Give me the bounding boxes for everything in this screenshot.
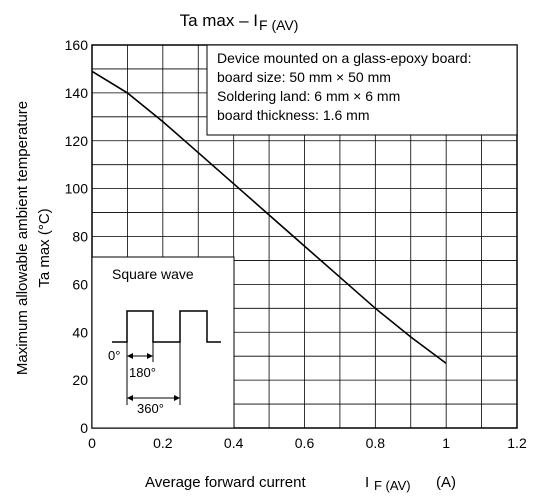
y-axis-label-line2: Ta max (°C) xyxy=(36,208,53,287)
annotation-line-2: board size: 50 mm × 50 mm xyxy=(217,69,391,85)
inset-title: Square wave xyxy=(112,266,194,282)
y-tick-label: 160 xyxy=(65,37,89,53)
x-tick-label: 1 xyxy=(442,435,450,451)
y-tick-label: 0 xyxy=(80,420,88,436)
marker-180-arrow-left-icon xyxy=(127,353,133,359)
annotation-box xyxy=(206,44,518,136)
x-axis-label: Average forward current xyxy=(145,474,306,491)
square-wave-icon xyxy=(112,310,221,343)
x-tick-label: 0 xyxy=(88,435,96,451)
x-tick-labels: 0 0.2 0.4 0.6 0.8 1 1.2 xyxy=(88,435,527,451)
x-axis-label-symbol: I xyxy=(365,474,369,491)
x-tick-label: 1.2 xyxy=(507,435,527,451)
inset-label-360: 360° xyxy=(137,401,164,416)
annotation-line-1: Device mounted on a glass-epoxy board: xyxy=(217,50,471,66)
series-group xyxy=(91,70,447,365)
y-tick-label: 80 xyxy=(72,229,88,245)
y-axis-label-line1: Maximum allowable ambient temperature xyxy=(14,101,31,375)
y-tick-labels: 0 20 40 60 80 100 120 140 160 xyxy=(65,37,89,436)
marker-360-arrow-left-icon xyxy=(127,395,133,401)
marker-180-arrow-right-icon xyxy=(147,353,153,359)
series-line xyxy=(91,70,447,365)
x-tick-label: 0.6 xyxy=(295,435,315,451)
y-tick-label: 140 xyxy=(65,85,89,101)
y-tick-label: 20 xyxy=(72,372,88,388)
y-tick-label: 60 xyxy=(72,276,88,292)
inset-label-0: 0° xyxy=(108,348,120,363)
y-tick-label: 40 xyxy=(72,324,88,340)
marker-360-arrow-right-icon xyxy=(174,395,180,401)
x-axis-label-subscript: F (AV) xyxy=(374,478,411,493)
chart-title-subscript: F (AV) xyxy=(259,17,298,33)
inset-label-180: 180° xyxy=(129,365,156,380)
x-axis-label-unit: (A) xyxy=(436,474,456,491)
x-tick-label: 0.4 xyxy=(224,435,244,451)
x-tick-label: 0.2 xyxy=(153,435,173,451)
chart-title: Ta max – I xyxy=(180,11,258,30)
y-tick-label: 120 xyxy=(65,133,89,149)
annotation-line-3: Soldering land: 6 mm × 6 mm xyxy=(217,88,400,104)
x-tick-label: 0.8 xyxy=(366,435,386,451)
y-tick-label: 100 xyxy=(65,181,89,197)
annotation-line-4: board thickness: 1.6 mm xyxy=(217,107,370,123)
